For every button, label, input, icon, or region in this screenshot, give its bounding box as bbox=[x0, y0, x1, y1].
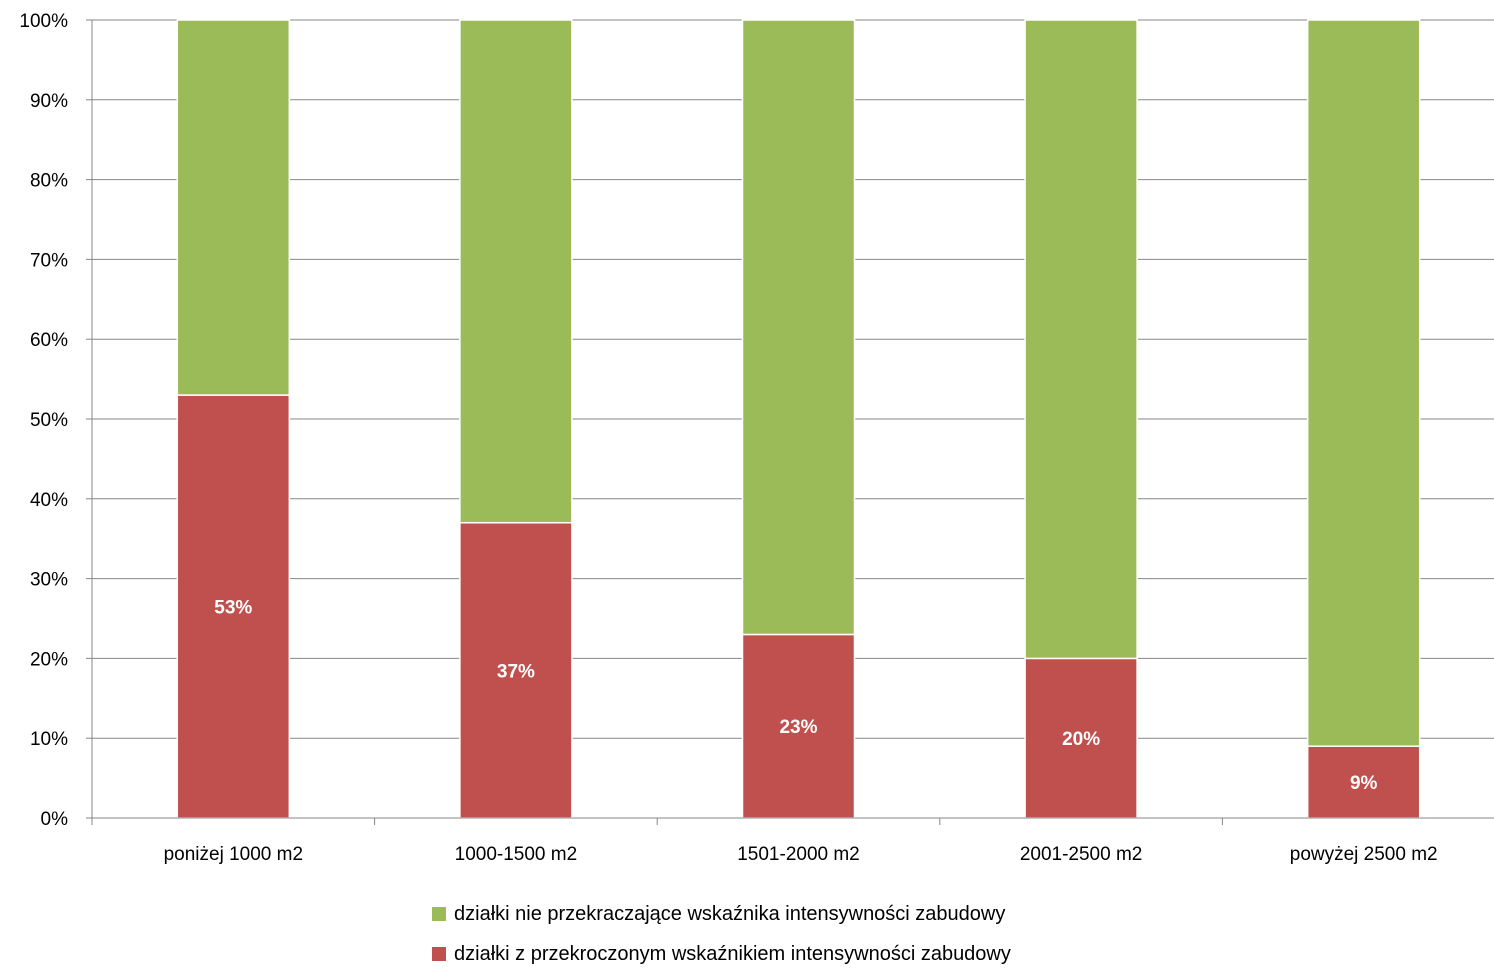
y-tick-label: 90% bbox=[30, 91, 68, 112]
legend-swatch bbox=[432, 947, 446, 961]
x-tick-label: 2001-2500 m2 bbox=[1020, 844, 1143, 865]
data-label: 37% bbox=[497, 661, 535, 682]
data-labels: 53% 37% 23% 20% 9% bbox=[214, 598, 1377, 795]
legend-label: działki z przekroczonym wskaźnikiem inte… bbox=[454, 943, 1011, 965]
bar-segment bbox=[1306, 19, 1421, 747]
x-tick-label: 1000-1500 m2 bbox=[455, 844, 578, 865]
legend: działki nie przekraczające wskaźnika int… bbox=[432, 903, 1011, 965]
bar-segment bbox=[741, 633, 856, 819]
y-tick-label: 20% bbox=[30, 649, 68, 670]
legend-label: działki nie przekraczające wskaźnika int… bbox=[454, 903, 1005, 925]
bar-segment bbox=[459, 19, 573, 524]
data-label: 23% bbox=[779, 717, 817, 738]
y-tick-label: 50% bbox=[30, 410, 68, 431]
bar-segment bbox=[741, 19, 856, 636]
y-tick-label: 0% bbox=[41, 809, 69, 830]
y-tick-label: 70% bbox=[30, 250, 68, 271]
bar-segment bbox=[1024, 19, 1138, 660]
y-tick-label: 30% bbox=[30, 570, 68, 591]
data-label: 20% bbox=[1062, 729, 1100, 750]
y-tick-label: 40% bbox=[30, 490, 68, 511]
x-tick-label: 1501-2000 m2 bbox=[737, 844, 860, 865]
data-label: 53% bbox=[214, 598, 252, 619]
x-tick-label: poniżej 1000 m2 bbox=[164, 844, 303, 865]
bar-segment bbox=[176, 19, 291, 396]
y-tick-label: 100% bbox=[19, 11, 68, 32]
data-label: 9% bbox=[1350, 773, 1378, 794]
bar-segment bbox=[1024, 657, 1138, 819]
axes: 0% 10% 20% 30% 40% 50% 60% 70% 80% 90% 100% poniżej… bbox=[19, 11, 1494, 865]
bar-segment bbox=[1306, 745, 1421, 819]
y-tick-label: 60% bbox=[30, 330, 68, 351]
y-tick-label: 10% bbox=[30, 729, 68, 750]
y-tick-label: 80% bbox=[30, 171, 68, 192]
x-tick-label: powyżej 2500 m2 bbox=[1290, 844, 1438, 865]
legend-swatch bbox=[432, 907, 446, 921]
